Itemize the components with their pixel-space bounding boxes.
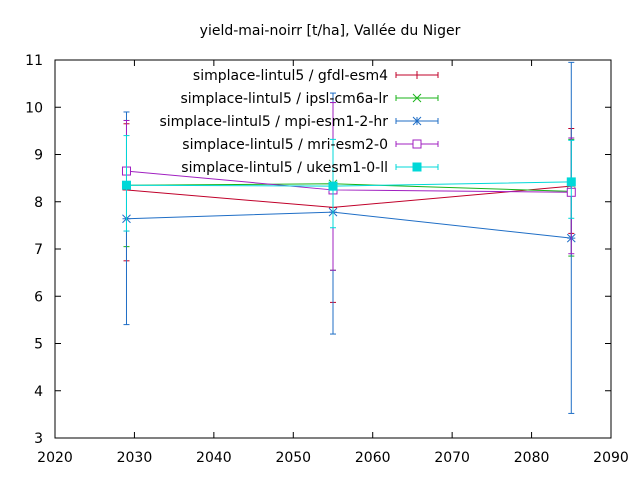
axes: 2020 2030 2040 2050 2060 2070 2080 2090 3 4 5 6 7 8 9 1…: [25, 53, 629, 466]
y-tick-label: 11: [25, 53, 43, 69]
data-point: [566, 177, 576, 187]
series-layer: [121, 61, 576, 414]
y-tick-label: 8: [34, 195, 43, 211]
x-tick-label: 2020: [37, 450, 73, 466]
legend: simplace-lintul5 / gfdl-esm4 simplace-lin…: [159, 68, 439, 176]
y-tick-label: 3: [34, 431, 43, 447]
marker-square: [412, 162, 422, 172]
y-tick-label: 4: [34, 384, 43, 400]
series-1: [122, 102, 576, 303]
x-tick-label: 2070: [434, 450, 470, 466]
x-tick-label: 2060: [355, 450, 391, 466]
legend-label: simplace-lintul5 / mpi-esm1-2-hr: [159, 114, 388, 130]
data-point: [412, 93, 422, 103]
y-tick-label: 5: [34, 337, 43, 353]
data-point: [121, 180, 131, 190]
data-point: [412, 139, 422, 149]
legend-item-2: simplace-lintul5 / ipsl-cm6a-lr: [181, 91, 439, 107]
x-tick-label: 2040: [196, 450, 232, 466]
data-point: [412, 116, 422, 126]
x-tick-label: 2050: [275, 450, 311, 466]
legend-label: simplace-lintul5 / ipsl-cm6a-lr: [181, 91, 389, 107]
legend-item-1: simplace-lintul5 / gfdl-esm4: [193, 68, 439, 84]
legend-label: simplace-lintul5 / gfdl-esm4: [193, 68, 388, 84]
marker-stroke: [412, 93, 422, 103]
x-tick-label: 2090: [593, 450, 629, 466]
y-tick-label: 6: [34, 289, 43, 305]
chart-title: yield-mai-noirr [t/ha], Vallée du Niger: [200, 23, 461, 39]
marker-square: [566, 177, 576, 187]
marker-square: [412, 139, 422, 149]
data-point: [328, 181, 338, 191]
marker-square: [121, 180, 131, 190]
series-line: [126, 211, 572, 239]
x-tick-label: 2030: [117, 450, 153, 466]
marker-stroke: [412, 116, 422, 126]
legend-label: simplace-lintul5 / mri-esm2-0: [182, 137, 388, 153]
y-tick-label: 10: [25, 100, 43, 116]
legend-label: simplace-lintul5 / ukesm1-0-ll: [181, 160, 388, 176]
x-tick-label: 2080: [514, 450, 550, 466]
data-point: [412, 162, 422, 172]
data-point: [413, 71, 421, 79]
legend-item-3: simplace-lintul5 / mpi-esm1-2-hr: [159, 114, 439, 130]
legend-item-5: simplace-lintul5 / ukesm1-0-ll: [181, 160, 439, 176]
y-tick-label: 9: [34, 148, 43, 164]
y-tick-label: 7: [34, 242, 43, 258]
marker-square: [328, 181, 338, 191]
legend-item-4: simplace-lintul5 / mri-esm2-0: [182, 137, 439, 153]
series-5: [121, 135, 576, 232]
